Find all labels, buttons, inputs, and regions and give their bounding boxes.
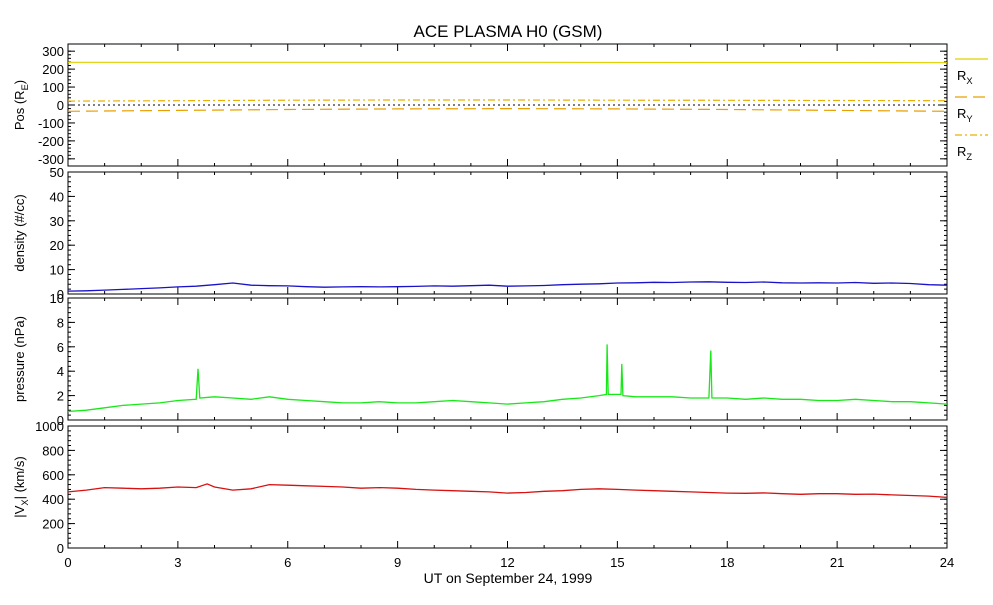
chart-title: ACE PLASMA H0 (GSM): [414, 22, 603, 41]
y-axis-label: |VX| (km/s): [12, 456, 30, 517]
y-tick-label: 10: [50, 263, 64, 278]
y-tick-label: 600: [42, 468, 64, 483]
series-line-ry: [68, 109, 947, 112]
x-tick-label: 18: [720, 555, 734, 570]
pressure-series-line: [68, 344, 947, 411]
y-tick-label: 10: [50, 291, 64, 306]
y-tick-label: 30: [50, 214, 64, 229]
y-tick-label: 1000: [35, 419, 64, 434]
y-tick-label: -100: [38, 116, 64, 131]
legend-label-rz: RZ: [957, 144, 972, 162]
x-tick-label: 24: [940, 555, 954, 570]
y-tick-label: 8: [57, 315, 64, 330]
y-tick-label: 0: [57, 98, 64, 113]
x-tick-label: 21: [830, 555, 844, 570]
y-tick-label: 300: [42, 44, 64, 59]
y-tick-label: -200: [38, 134, 64, 149]
x-tick-label: 9: [394, 555, 401, 570]
y-axis-label: density (#/cc): [12, 194, 27, 271]
y-tick-label: 200: [42, 62, 64, 77]
x-axis-label: UT on September 24, 1999: [424, 570, 593, 586]
series-line-rz: [68, 100, 947, 101]
legend-label-rx: RX: [957, 68, 973, 86]
y-tick-label: 400: [42, 492, 64, 507]
y-tick-label: 20: [50, 238, 64, 253]
x-tick-label: 3: [174, 555, 181, 570]
y-tick-label: 50: [50, 165, 64, 180]
y-axis-label: pressure (nPa): [12, 316, 27, 402]
pressure-frame: [68, 298, 947, 420]
x-tick-label: 15: [610, 555, 624, 570]
vx-series-line: [68, 484, 947, 498]
y-axis-label: Pos (RE): [12, 80, 30, 130]
vx-panel: 1000 800 600 400 200 0 |VX| (km/s) 0 3 6 9 12 15 18 21…: [12, 419, 954, 570]
y-tick-label: 800: [42, 443, 64, 458]
x-tick-label: 6: [284, 555, 291, 570]
x-tick-label: 0: [64, 555, 71, 570]
y-tick-label: 4: [57, 364, 64, 379]
legend-label-ry: RY: [957, 106, 973, 124]
x-tick-label: 12: [500, 555, 514, 570]
y-tick-label: 100: [42, 80, 64, 95]
y-tick-label: 200: [42, 517, 64, 532]
y-tick-label: 6: [57, 340, 64, 355]
density-frame: [68, 172, 947, 294]
y-tick-label: 2: [57, 389, 64, 404]
y-tick-label: 40: [50, 189, 64, 204]
y-tick-label: 0: [57, 541, 64, 556]
